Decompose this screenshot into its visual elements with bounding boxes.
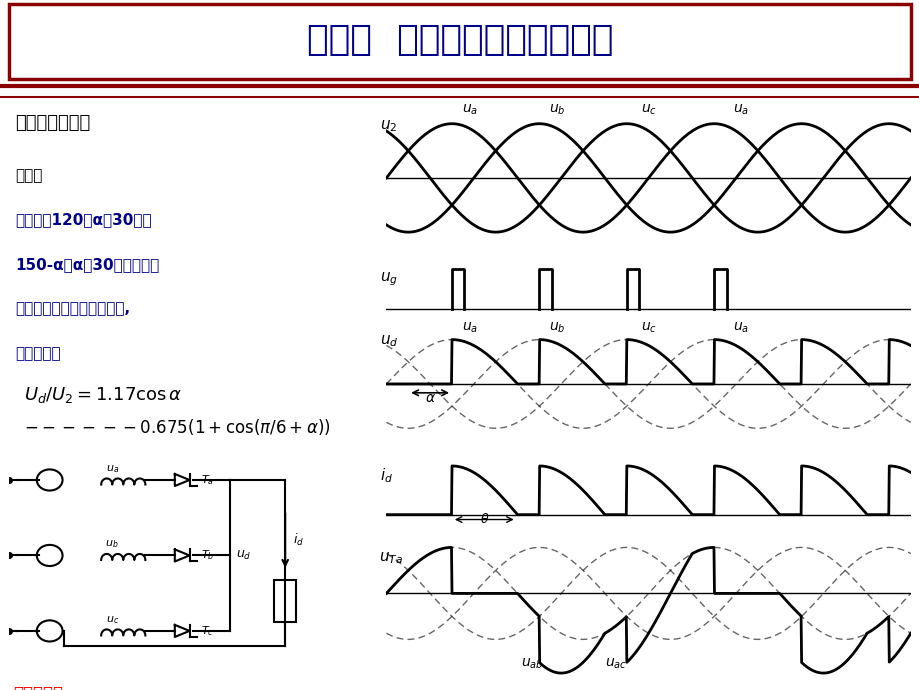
Text: 截止时承受电压即有线电压,: 截止时承受电压即有线电压,	[16, 302, 130, 316]
Text: $T_c$: $T_c$	[201, 624, 214, 638]
Text: $i_d$: $i_d$	[292, 532, 303, 549]
Text: $\alpha$: $\alpha$	[425, 391, 435, 404]
Bar	[274, 580, 296, 622]
Text: $T_a$: $T_a$	[201, 473, 214, 487]
Text: $u_b$: $u_b$	[549, 103, 565, 117]
Text: $i_d$: $i_d$	[380, 466, 392, 485]
Text: $u_b$: $u_b$	[549, 321, 565, 335]
Text: $u_a$: $u_a$	[732, 321, 748, 335]
Text: 导通角为120（α〈30）、: 导通角为120（α〈30）、	[16, 213, 152, 227]
Text: $u_a$: $u_a$	[461, 103, 477, 117]
Text: $u_d$: $u_d$	[235, 549, 251, 562]
Text: 150-α（α〉30），晶闸管: 150-α（α〉30），晶闸管	[16, 257, 160, 272]
Text: $------0.675(1+\cos(\pi/6+\alpha))$: $------0.675(1+\cos(\pi/6+\alpha))$	[24, 417, 330, 437]
Text: 第二节  三相半波可控整流电路: 第二节 三相半波可控整流电路	[306, 23, 613, 57]
Text: $u_a$: $u_a$	[732, 103, 748, 117]
Text: $u_b$: $u_b$	[106, 538, 119, 550]
Text: $u_{ac}$: $u_{ac}$	[605, 657, 626, 671]
Text: $U_d/U_2=1.17\cos\alpha$: $U_d/U_2=1.17\cos\alpha$	[24, 385, 182, 405]
Text: 纯电阻负载时？: 纯电阻负载时？	[16, 115, 91, 132]
Text: 特点：: 特点：	[16, 168, 43, 183]
Text: $u_c$: $u_c$	[106, 614, 119, 626]
Text: 移相范围？: 移相范围？	[13, 685, 62, 690]
Text: $u_a$: $u_a$	[106, 463, 119, 475]
Text: $u_{Ta}$: $u_{Ta}$	[379, 550, 403, 566]
Text: $u_c$: $u_c$	[641, 321, 656, 335]
Text: $u_c$: $u_c$	[641, 103, 656, 117]
Text: $u_d$: $u_d$	[380, 333, 398, 348]
Text: $T_b$: $T_b$	[201, 549, 214, 562]
Text: $\theta$: $\theta$	[479, 513, 488, 526]
Text: $u_{ab}$: $u_{ab}$	[521, 657, 543, 671]
Text: $u_g$: $u_g$	[380, 270, 398, 288]
Text: $u_a$: $u_a$	[461, 321, 477, 335]
Text: 也有相电压: 也有相电压	[16, 346, 61, 361]
Text: $u_2$: $u_2$	[380, 118, 397, 134]
